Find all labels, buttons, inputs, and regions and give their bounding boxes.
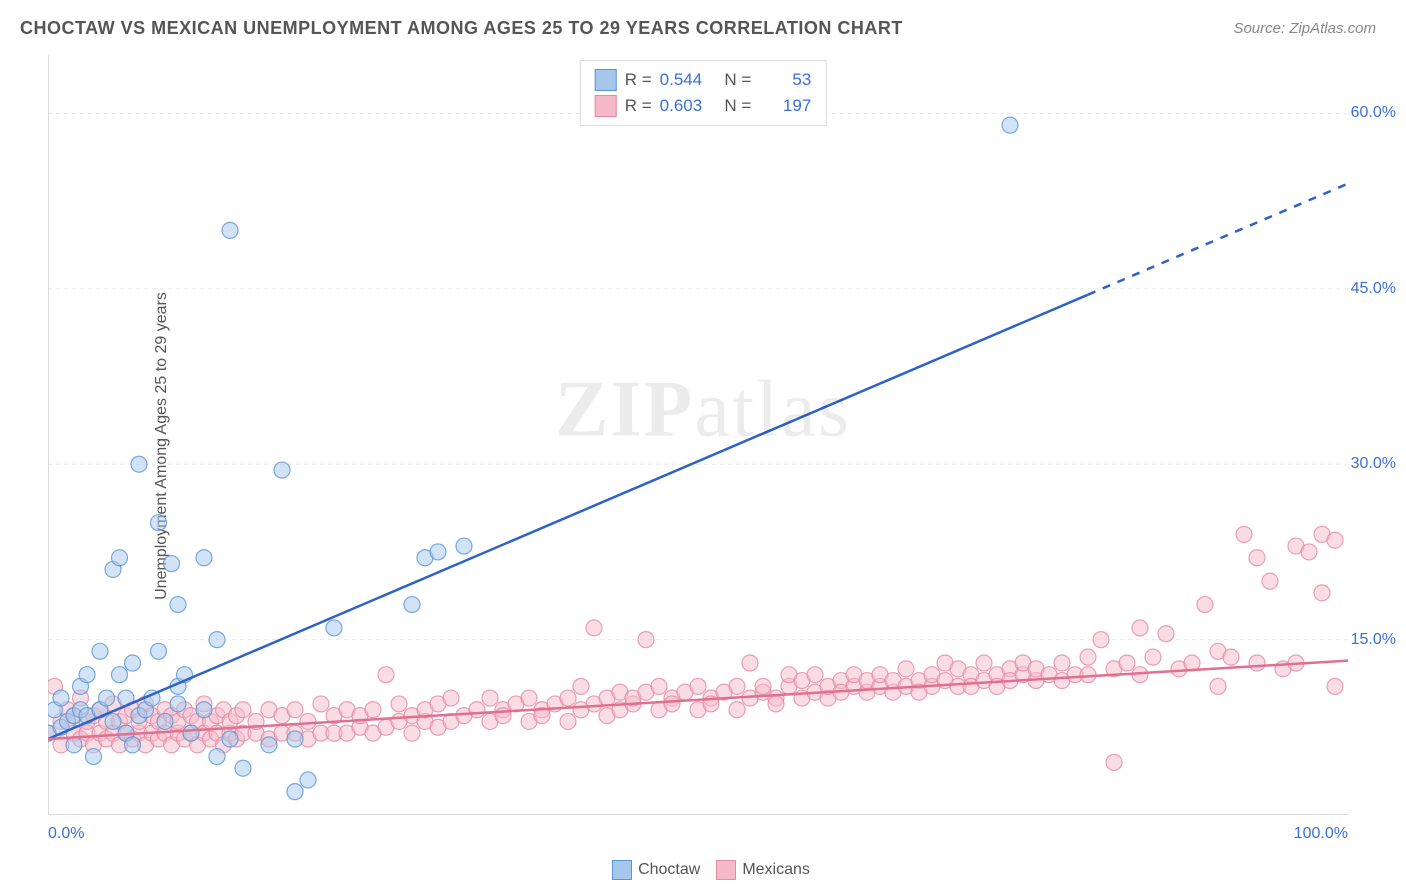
series-swatch (716, 860, 736, 880)
legend-r-value: 0.603 (660, 96, 712, 116)
series-swatch (612, 860, 632, 880)
legend-n-label: N = (720, 96, 752, 116)
series-legend: Choctaw Mexicans (0, 860, 1406, 880)
x-tick-label: 100.0% (1294, 825, 1348, 843)
y-tick-label: 30.0% (1351, 455, 1396, 473)
legend-n-label: N = (720, 70, 752, 90)
series-label: Mexicans (742, 861, 810, 878)
x-tick-label: 0.0% (48, 825, 84, 843)
scatter-plot-svg (48, 55, 1348, 815)
legend-r-value: 0.544 (660, 70, 712, 90)
legend-n-value: 53 (759, 70, 811, 90)
legend-swatch (595, 69, 617, 91)
correlation-legend: R = 0.544 N = 53 R = 0.603 N = 197 (580, 60, 827, 126)
y-tick-label: 60.0% (1351, 104, 1396, 122)
series-label: Choctaw (638, 861, 700, 878)
legend-row: R = 0.603 N = 197 (595, 93, 812, 119)
y-tick-label: 15.0% (1351, 631, 1396, 649)
chart-source: Source: ZipAtlas.com (1233, 20, 1376, 37)
legend-swatch (595, 95, 617, 117)
legend-r-label: R = (625, 96, 652, 116)
plot-area: 15.0%30.0%45.0%60.0% 0.0%100.0% (48, 55, 1348, 815)
y-tick-label: 45.0% (1351, 280, 1396, 298)
legend-r-label: R = (625, 70, 652, 90)
chart-title: CHOCTAW VS MEXICAN UNEMPLOYMENT AMONG AG… (20, 18, 903, 39)
legend-n-value: 197 (759, 96, 811, 116)
legend-row: R = 0.544 N = 53 (595, 67, 812, 93)
